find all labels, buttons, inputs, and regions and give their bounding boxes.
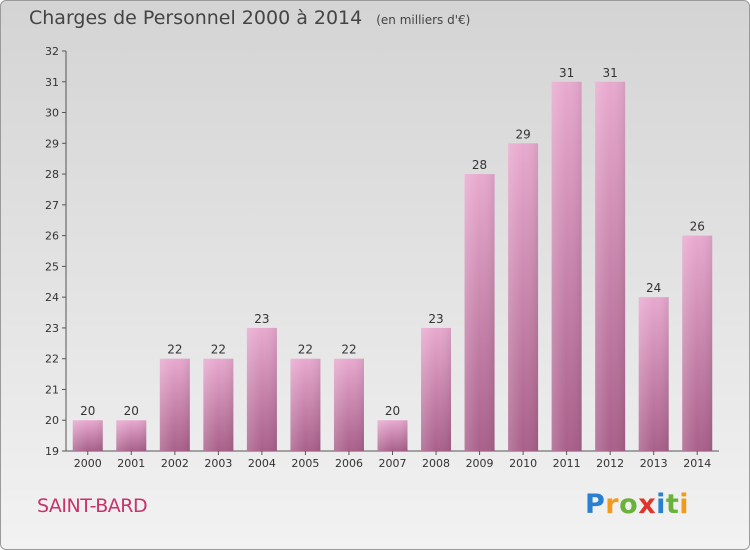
- bar-shine: [421, 327, 452, 451]
- bar-shine: [203, 358, 234, 451]
- bar-value-label: 23: [428, 312, 443, 326]
- x-tick-label: 2010: [509, 457, 537, 470]
- y-tick-label: 32: [45, 45, 59, 58]
- title-row: Charges de Personnel 2000 à 2014 (en mill…: [29, 7, 470, 29]
- x-tick-label: 2009: [466, 457, 494, 470]
- logo-letter: o: [619, 489, 639, 520]
- y-tick-label: 25: [45, 260, 59, 273]
- data-labels: 20 20 22 22 23 22 22 20 23 28 29 31 31 24 26: [80, 66, 705, 418]
- logo-letter: i: [679, 489, 690, 520]
- x-tick-label: 2013: [640, 457, 668, 470]
- bars: [72, 81, 713, 452]
- bar-value-label: 28: [472, 158, 487, 172]
- bar-value-label: 22: [341, 343, 356, 357]
- bar-shine: [159, 358, 190, 451]
- y-tick-label: 20: [45, 414, 59, 427]
- y-tick-label: 28: [45, 168, 59, 181]
- x-tick-label: 2000: [74, 457, 102, 470]
- bar-shine: [246, 327, 277, 451]
- y-tick-label: 26: [45, 230, 59, 243]
- chart-subtitle: (en milliers d'€): [376, 13, 471, 27]
- bar-value-label: 20: [385, 404, 400, 418]
- x-tick-label: 2006: [335, 457, 363, 470]
- logo-letter: x: [638, 489, 657, 520]
- bar-value-label: 26: [690, 220, 705, 234]
- x-tick-label: 2004: [248, 457, 276, 470]
- bar-shine: [551, 81, 582, 452]
- x-tick-label: 2012: [596, 457, 624, 470]
- x-tick-label: 2007: [379, 457, 407, 470]
- bar-shine: [377, 420, 408, 451]
- bar-shine: [508, 143, 539, 452]
- bar-value-label: 29: [515, 127, 530, 141]
- bar-value-label: 23: [254, 312, 269, 326]
- x-tick-label: 2011: [553, 457, 581, 470]
- logo-letter: i: [656, 489, 666, 520]
- y-tick-label: 30: [45, 107, 59, 120]
- bar-value-label: 31: [603, 66, 618, 80]
- bar-shine: [290, 358, 321, 451]
- y-tick-label: 22: [45, 353, 59, 366]
- logo-letter: P: [585, 489, 606, 520]
- x-tick-label: 2014: [683, 457, 711, 470]
- y-tick-label: 31: [45, 76, 59, 89]
- bar-value-label: 31: [559, 66, 574, 80]
- bar-shine: [72, 420, 103, 451]
- y-tick-label: 24: [45, 291, 59, 304]
- y-tick-label: 21: [45, 383, 59, 396]
- bar-value-label: 20: [124, 404, 139, 418]
- bar-value-label: 22: [167, 343, 182, 357]
- bar-shine: [333, 358, 364, 451]
- bar-shine: [638, 297, 669, 451]
- logo-letter: t: [665, 489, 680, 520]
- y-tick-label: 29: [45, 137, 59, 150]
- x-tick-label: 2005: [291, 457, 319, 470]
- y-tick-label: 27: [45, 199, 59, 212]
- bar-value-label: 22: [298, 343, 313, 357]
- logo-letter: r: [605, 489, 620, 520]
- bar-shine: [682, 235, 713, 451]
- commune-name: SAINT-BARD: [37, 495, 148, 517]
- chart-title: Charges de Personnel 2000 à 2014: [29, 7, 363, 29]
- bar-shine: [595, 81, 626, 452]
- bar-value-label: 20: [80, 404, 95, 418]
- bar-shine: [464, 174, 495, 452]
- x-tick-label: 2001: [117, 457, 145, 470]
- y-tick-label: 23: [45, 322, 59, 335]
- y-tick-label: 19: [45, 445, 59, 458]
- x-tick-label: 2002: [161, 457, 189, 470]
- bar-value-label: 24: [646, 281, 661, 295]
- x-tick-label: 2003: [204, 457, 232, 470]
- x-tick-label: 2008: [422, 457, 450, 470]
- proxiti-logo: Proxiti: [585, 489, 689, 520]
- bar-shine: [116, 420, 147, 451]
- bar-value-label: 22: [211, 343, 226, 357]
